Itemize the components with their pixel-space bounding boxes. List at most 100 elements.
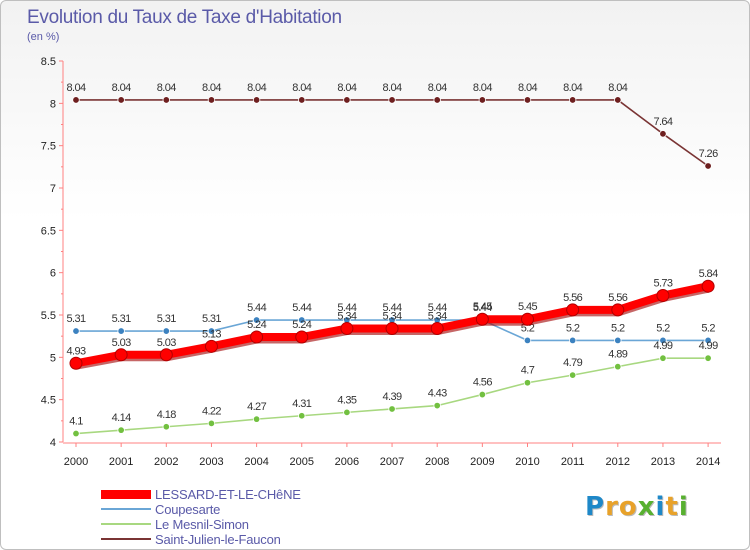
data-point xyxy=(475,312,489,326)
legend-item: Saint-Julien-le-Faucon xyxy=(101,531,281,547)
legend-item: LESSARD-ET-LE-CHêNE xyxy=(101,486,301,502)
data-point xyxy=(72,327,80,335)
data-label: 5.56 xyxy=(608,292,627,304)
x-tick-label: 2011 xyxy=(561,456,585,468)
data-point xyxy=(659,336,667,345)
data-label: 8.04 xyxy=(66,82,85,94)
data-point xyxy=(72,429,80,438)
data-point xyxy=(614,336,622,345)
data-point xyxy=(162,327,170,335)
data-point xyxy=(298,316,306,324)
data-label: 8.04 xyxy=(202,82,221,94)
y-tick-label: 6.5 xyxy=(41,225,56,237)
data-point xyxy=(611,303,625,317)
series-saint-julien-le-faucon: 8.04 8.04 8.04 8.04 8.04 8.04 8.04 8.04 8.04 8.04… xyxy=(66,82,719,170)
data-point xyxy=(659,130,667,138)
legend-label: Le Mesnil-Simon xyxy=(155,516,249,532)
data-point xyxy=(521,312,534,326)
data-point xyxy=(117,327,125,335)
chart-subtitle: (en %) xyxy=(27,31,60,43)
logo-letter: o xyxy=(618,492,638,522)
data-point xyxy=(568,371,577,379)
y-tick-label: 5.5 xyxy=(41,310,56,322)
data-label: 5.44 xyxy=(428,302,447,314)
data-label: 4.39 xyxy=(383,391,402,403)
legend-label: LESSARD-ET-LE-CHêNE xyxy=(155,486,301,502)
data-label: 8.04 xyxy=(608,82,627,94)
data-label: 8.04 xyxy=(157,82,176,94)
data-point xyxy=(207,419,216,428)
data-label: 5.03 xyxy=(157,337,176,349)
data-label: 8.04 xyxy=(563,82,582,94)
data-point xyxy=(430,322,444,336)
data-label: 5.44 xyxy=(473,302,492,314)
legend-swatch xyxy=(101,508,151,510)
data-point xyxy=(566,303,580,317)
x-tick-label: 2003 xyxy=(199,456,223,468)
logo-letter: x xyxy=(637,492,656,522)
data-point xyxy=(252,316,261,324)
chart-title: Evolution du Taux de Taxe d'Habitation xyxy=(27,7,342,28)
data-label: 5.73 xyxy=(653,278,672,290)
data-label: 8.04 xyxy=(292,82,311,94)
data-label: 5.44 xyxy=(337,302,356,314)
x-tick-label: 2008 xyxy=(425,456,449,468)
data-label: 4.18 xyxy=(157,409,176,421)
data-point xyxy=(117,96,125,104)
data-point xyxy=(614,362,622,371)
series-le-mesnil-simon: 4.1 4.14 4.18 4.22 4.27 4.31 4.35 4.39 4.43 4.56 4… xyxy=(69,340,719,438)
data-label: 5.31 xyxy=(66,313,85,325)
data-label: 4.99 xyxy=(653,340,672,352)
data-point xyxy=(388,405,396,413)
legend-label: Saint-Julien-le-Faucon xyxy=(155,531,281,547)
data-label: 4.89 xyxy=(608,349,627,361)
data-point xyxy=(159,348,173,362)
data-label: 5.31 xyxy=(202,313,221,325)
data-label: 5.34 xyxy=(428,311,447,323)
data-point xyxy=(568,96,577,104)
x-tick-label: 2002 xyxy=(154,456,178,468)
data-point xyxy=(388,96,396,104)
data-label: 5.44 xyxy=(292,302,311,314)
data-point xyxy=(433,96,441,104)
data-label: 7.26 xyxy=(699,148,718,160)
data-label: 5.45 xyxy=(518,301,537,313)
data-point xyxy=(704,162,712,170)
data-label: 5.45 xyxy=(473,301,492,313)
x-tick-label: 2013 xyxy=(651,456,675,468)
logo-letter: i xyxy=(655,492,666,522)
data-point xyxy=(114,348,128,362)
data-point xyxy=(162,423,170,431)
data-label: 4.31 xyxy=(292,398,311,410)
data-point xyxy=(523,336,532,345)
data-label: 4.27 xyxy=(247,401,266,413)
data-label: 5.34 xyxy=(383,311,402,323)
y-tick-label: 4 xyxy=(50,437,56,449)
x-tick-label: 2012 xyxy=(606,456,630,468)
data-point xyxy=(614,96,622,104)
data-point xyxy=(704,336,712,345)
legend-item: Coupesarte xyxy=(101,502,220,517)
x-tick-label: 2005 xyxy=(290,456,314,468)
data-label: 8.04 xyxy=(428,82,447,94)
data-point xyxy=(204,339,218,353)
legend-item: Le Mesnil-Simon xyxy=(101,516,249,532)
data-label: 4.14 xyxy=(112,412,131,424)
data-point xyxy=(207,96,216,104)
logo-letter: t xyxy=(665,492,679,522)
x-tick-label: 2004 xyxy=(244,456,268,468)
data-label: 5.44 xyxy=(383,302,402,314)
data-label: 4.1 xyxy=(69,416,83,428)
legend-swatch xyxy=(101,538,151,540)
data-point xyxy=(298,96,306,104)
data-point xyxy=(252,415,261,423)
data-label: 8.04 xyxy=(247,82,266,94)
data-label: 8.04 xyxy=(473,82,492,94)
x-tick-label: 2000 xyxy=(64,456,88,468)
data-point xyxy=(478,390,487,399)
x-tick-label: 2007 xyxy=(380,456,404,468)
legend-swatch xyxy=(101,523,151,525)
y-tick-label: 4.5 xyxy=(41,395,56,407)
